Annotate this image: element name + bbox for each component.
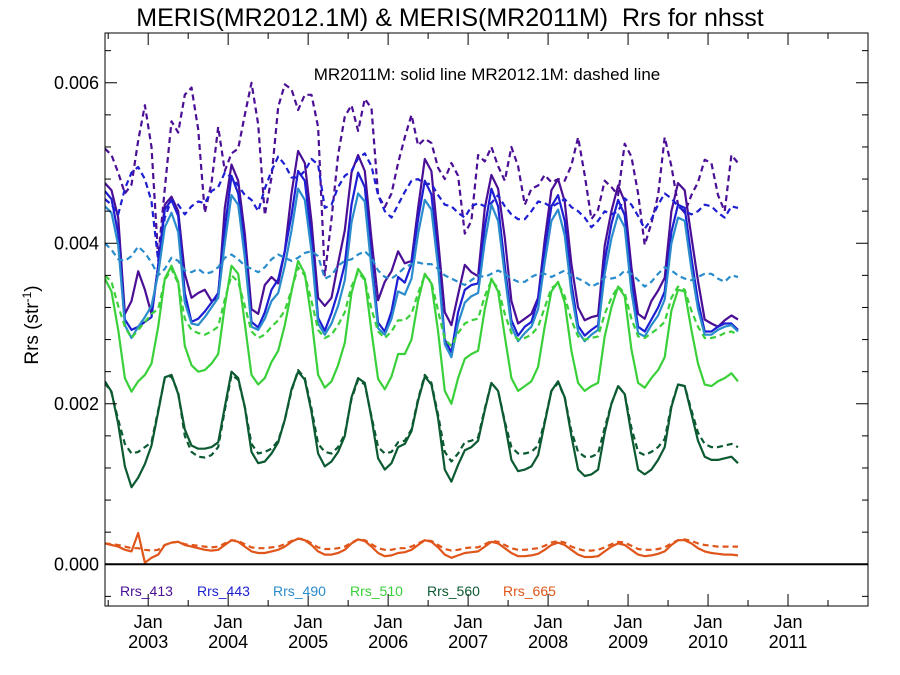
rrs-443-dashed-line — [105, 152, 739, 262]
rrs-510-solid-line — [105, 259, 739, 405]
legend-item-rrs-510: Rrs_510 — [350, 583, 403, 599]
x-tick-month-label: Jan — [774, 612, 803, 632]
x-tick-year-label: 2007 — [448, 632, 488, 652]
x-tick-year-label: 2006 — [368, 632, 408, 652]
x-tick-year-label: 2005 — [288, 632, 328, 652]
x-tick-year-label: 2004 — [208, 632, 248, 652]
y-axis-label: Rrs (str-1) — [20, 285, 43, 364]
plot-frame — [104, 32, 869, 607]
legend-item-rrs-490: Rrs_490 — [273, 583, 326, 599]
rrs-413-solid-line — [105, 149, 739, 328]
legend-item-rrs-560: Rrs_560 — [427, 583, 480, 599]
legend-item-rrs-665: Rrs_665 — [503, 583, 556, 599]
x-tick-year-label: 2003 — [128, 632, 168, 652]
rrs-413-dashed-line — [105, 81, 739, 277]
y-tick-label: 0.002 — [54, 394, 99, 414]
y-tick-label: 0.006 — [54, 73, 99, 93]
x-tick-month-label: Jan — [614, 612, 643, 632]
x-tick-month-label: Jan — [694, 612, 723, 632]
x-tick-month-label: Jan — [374, 612, 403, 632]
legend-item-rrs-443: Rrs_443 — [197, 583, 250, 599]
x-tick-year-label: 2010 — [688, 632, 728, 652]
rrs-490-solid-line — [105, 187, 739, 359]
x-tick-month-label: Jan — [134, 612, 163, 632]
x-tick-month-label: Jan — [294, 612, 323, 632]
x-tick-year-label: 2009 — [608, 632, 648, 652]
y-tick-label: 0.004 — [54, 233, 99, 253]
rrs-560-dashed-line — [105, 369, 739, 463]
y-tick-label: 0.000 — [54, 554, 99, 574]
rrs-665-solid-line — [105, 531, 739, 564]
rrs-510-dashed-line — [105, 266, 739, 348]
chart-title: MERIS(MR2012.1M) & MERIS(MR2011M) Rrs fo… — [136, 4, 764, 32]
line-style-annotation: MR2011M: solid line MR2012.1M: dashed li… — [314, 65, 660, 84]
legend-item-rrs-413: Rrs_413 — [120, 583, 173, 599]
x-tick-year-label: 2011 — [769, 632, 808, 652]
x-tick-year-label: 2008 — [528, 632, 568, 652]
x-tick-month-label: Jan — [214, 612, 243, 632]
x-tick-month-label: Jan — [534, 612, 563, 632]
rrs-560-solid-line — [105, 370, 739, 489]
x-tick-month-label: Jan — [454, 612, 483, 632]
rrs-490-dashed-line — [105, 242, 739, 288]
rrs-443-solid-line — [105, 169, 739, 354]
